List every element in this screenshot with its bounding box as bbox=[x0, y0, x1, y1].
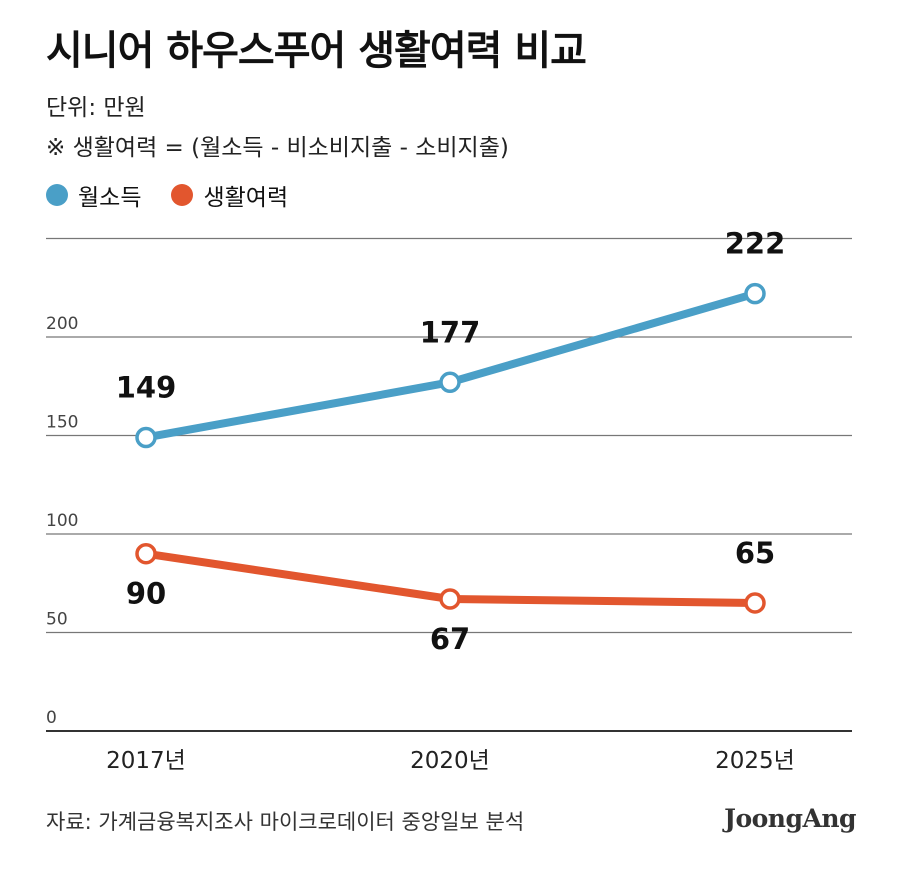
legend-item-capacity: 생활여력 bbox=[171, 178, 288, 212]
x-tick-label-2: 2025년 bbox=[715, 748, 795, 774]
y-tick-label-100: 100 bbox=[46, 511, 78, 531]
legend-item-income: 월소득 bbox=[46, 178, 141, 212]
data-label-income-1: 177 bbox=[420, 315, 481, 349]
legend-swatch-income bbox=[46, 184, 68, 206]
source-note: 자료: 가계금융복지조사 마이크로데이터 중앙일보 분석 bbox=[46, 810, 525, 834]
data-label-capacity-1: 67 bbox=[430, 622, 470, 656]
data-point-income-0 bbox=[135, 426, 157, 449]
legend-label-income: 월소득 bbox=[78, 185, 142, 211]
data-point-income-2 bbox=[744, 282, 766, 305]
data-label-income-0: 149 bbox=[116, 370, 177, 404]
data-label-capacity-0: 90 bbox=[126, 577, 166, 611]
legend: 월소득 생활여력 bbox=[46, 178, 318, 212]
x-tick-label-0: 2017년 bbox=[106, 748, 186, 774]
y-tick-label-0: 0 bbox=[46, 708, 57, 728]
chart-title: 시니어 하우스푸어 생활여력 비교 bbox=[46, 28, 587, 74]
y-tick-label-150: 150 bbox=[46, 413, 78, 433]
legend-label-capacity: 생활여력 bbox=[203, 185, 289, 211]
y-tick-label-200: 200 bbox=[46, 314, 78, 334]
data-point-capacity-2 bbox=[744, 592, 766, 614]
data-label-capacity-2: 65 bbox=[735, 536, 775, 570]
unit-label: 단위: 만원 bbox=[46, 95, 146, 121]
data-label-income-2: 222 bbox=[725, 227, 786, 261]
data-point-capacity-1 bbox=[439, 588, 461, 610]
formula-note: ※ 생활여력 = (월소득 - 비소비지출 - 소비지출) bbox=[46, 135, 509, 161]
data-point-income-1 bbox=[439, 371, 461, 394]
data-point-capacity-0 bbox=[135, 542, 157, 565]
publisher-logo: JoongAng bbox=[724, 804, 856, 833]
legend-swatch-capacity bbox=[171, 184, 194, 206]
x-tick-label-1: 2020년 bbox=[410, 748, 490, 774]
y-tick-label-50: 50 bbox=[46, 610, 68, 630]
